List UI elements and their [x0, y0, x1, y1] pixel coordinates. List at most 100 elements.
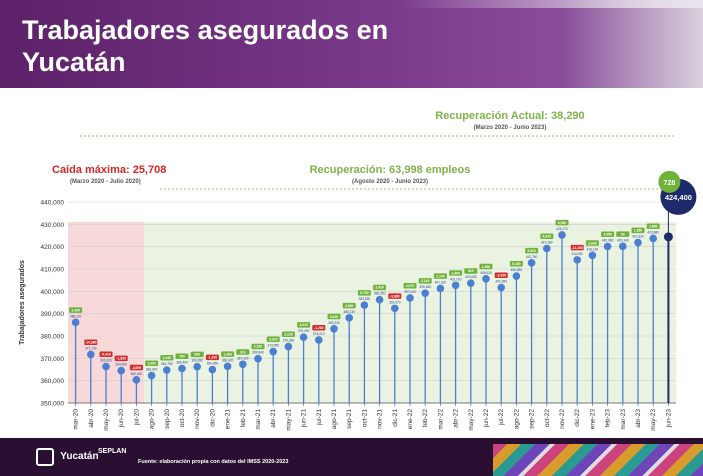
value-label: 365,450	[176, 360, 188, 364]
yucatan-logo-icon	[36, 448, 54, 466]
change-label: 830	[194, 353, 200, 357]
actual-title: Recuperación Actual: 38,290	[435, 110, 584, 122]
value-label: 393,830	[359, 297, 371, 301]
x-tick-label: ago-22	[513, 409, 520, 430]
x-tick-label: sep-21	[346, 409, 353, 429]
x-tick-label: ene-21	[225, 409, 232, 430]
data-point	[649, 234, 657, 243]
data-point	[87, 350, 95, 359]
data-point	[375, 295, 384, 304]
change-badge	[479, 263, 493, 270]
data-point	[147, 371, 156, 380]
change-badge	[418, 278, 432, 284]
data-point	[163, 366, 171, 374]
value-label: 406,850	[511, 268, 523, 272]
x-tick-label: abr-20	[88, 409, 95, 428]
change-badge	[464, 268, 478, 274]
value-label: 375,280	[283, 339, 295, 343]
y-tick-label: 440,000	[41, 200, 65, 207]
x-tick-label: feb-21	[240, 409, 247, 428]
value-label: 392,370	[389, 300, 401, 304]
value-label: 405,620	[480, 271, 492, 275]
data-point	[284, 342, 293, 351]
recuperacion-subtitle: (Agosto 2020 - Junio 2023)	[352, 179, 428, 185]
change-badge	[145, 360, 159, 367]
data-point	[71, 318, 80, 327]
value-label: 364,750	[161, 362, 173, 366]
change-badge	[114, 355, 128, 362]
last-change-bubble	[658, 170, 681, 193]
x-tick-label: may-20	[103, 409, 110, 431]
data-point	[497, 283, 506, 292]
x-tick-label: jul-22	[498, 409, 505, 426]
data-point	[239, 360, 247, 369]
value-label: 419,180	[541, 240, 553, 244]
value-label: 420,140	[617, 238, 629, 242]
data-point	[315, 336, 323, 344]
x-tick-label: jun-23	[665, 409, 672, 428]
change-label: -5,410	[101, 353, 111, 357]
change-badge	[327, 313, 341, 320]
data-point	[178, 364, 186, 373]
value-label: 425,270	[556, 227, 568, 231]
x-tick-label: mar-23	[620, 409, 627, 430]
change-label: -1,320	[208, 356, 218, 360]
change-badge	[205, 354, 219, 361]
change-badge	[221, 351, 235, 357]
data-point	[269, 347, 278, 356]
change-badge	[160, 355, 174, 361]
footer-bar: Yucatán SEPLAN	[0, 438, 703, 476]
value-label: 397,040	[404, 290, 416, 294]
y-tick-label: 350,000	[41, 401, 65, 408]
change-badge	[312, 324, 326, 331]
last-change-label: 728	[664, 180, 676, 187]
change-badge	[449, 270, 463, 276]
data-point	[223, 362, 232, 371]
change-badge	[69, 307, 83, 313]
data-point	[193, 362, 201, 371]
change-label: 5,910	[527, 249, 536, 253]
change-label: -3,880	[390, 294, 400, 298]
data-point	[619, 242, 627, 251]
value-label: 378,210	[313, 332, 325, 336]
change-label: 2,225	[284, 333, 293, 337]
data-point	[330, 324, 338, 333]
change-label: 6,420	[543, 234, 552, 238]
x-tick-label: feb-22	[422, 409, 429, 428]
change-label: 6,090	[558, 221, 567, 225]
value-label: 373,055	[267, 344, 279, 348]
header-banner: Trabajadores asegurados en Yucatán	[0, 0, 703, 88]
y-axis-title: Trabajadores asegurados	[19, 260, 26, 345]
value-label: 401,690	[495, 280, 507, 284]
data-point	[406, 294, 414, 302]
x-tick-label: ene-23	[589, 409, 596, 430]
x-tick-label: abr-21	[270, 409, 277, 428]
data-point	[421, 289, 430, 297]
value-label: 396,250	[374, 292, 386, 296]
change-label: 1,860	[649, 224, 658, 228]
change-label: 3,215	[269, 338, 278, 342]
change-label: 2,510	[254, 345, 263, 349]
change-label: 1,460	[223, 352, 232, 356]
change-badge	[509, 261, 523, 267]
change-label: 5,700	[360, 291, 369, 295]
value-label: 366,280	[191, 359, 203, 363]
y-tick-label: 390,000	[41, 311, 65, 318]
lollipop-chart: 350,000 360,000 370,000 380,000 390,000 400,0…	[19, 110, 697, 431]
data-point	[588, 251, 597, 260]
chart-area: 350,000 360,000 370,000 380,000 390,000 400,0…	[0, 88, 703, 438]
x-tick-label: nov-22	[559, 409, 566, 429]
data-point	[132, 375, 141, 384]
value-label: 371,730	[85, 346, 97, 350]
value-label: 421,820	[632, 235, 644, 239]
data-point	[451, 281, 460, 290]
change-badge	[403, 282, 417, 289]
x-tick-label: ago-20	[149, 409, 156, 430]
change-label: 5,020	[330, 315, 339, 319]
change-label: 2,040	[588, 241, 597, 245]
change-badge	[236, 349, 250, 355]
change-badge	[585, 240, 599, 246]
change-badge	[494, 272, 508, 279]
y-tick-label: 380,000	[41, 334, 65, 341]
header-fade	[403, 0, 703, 8]
